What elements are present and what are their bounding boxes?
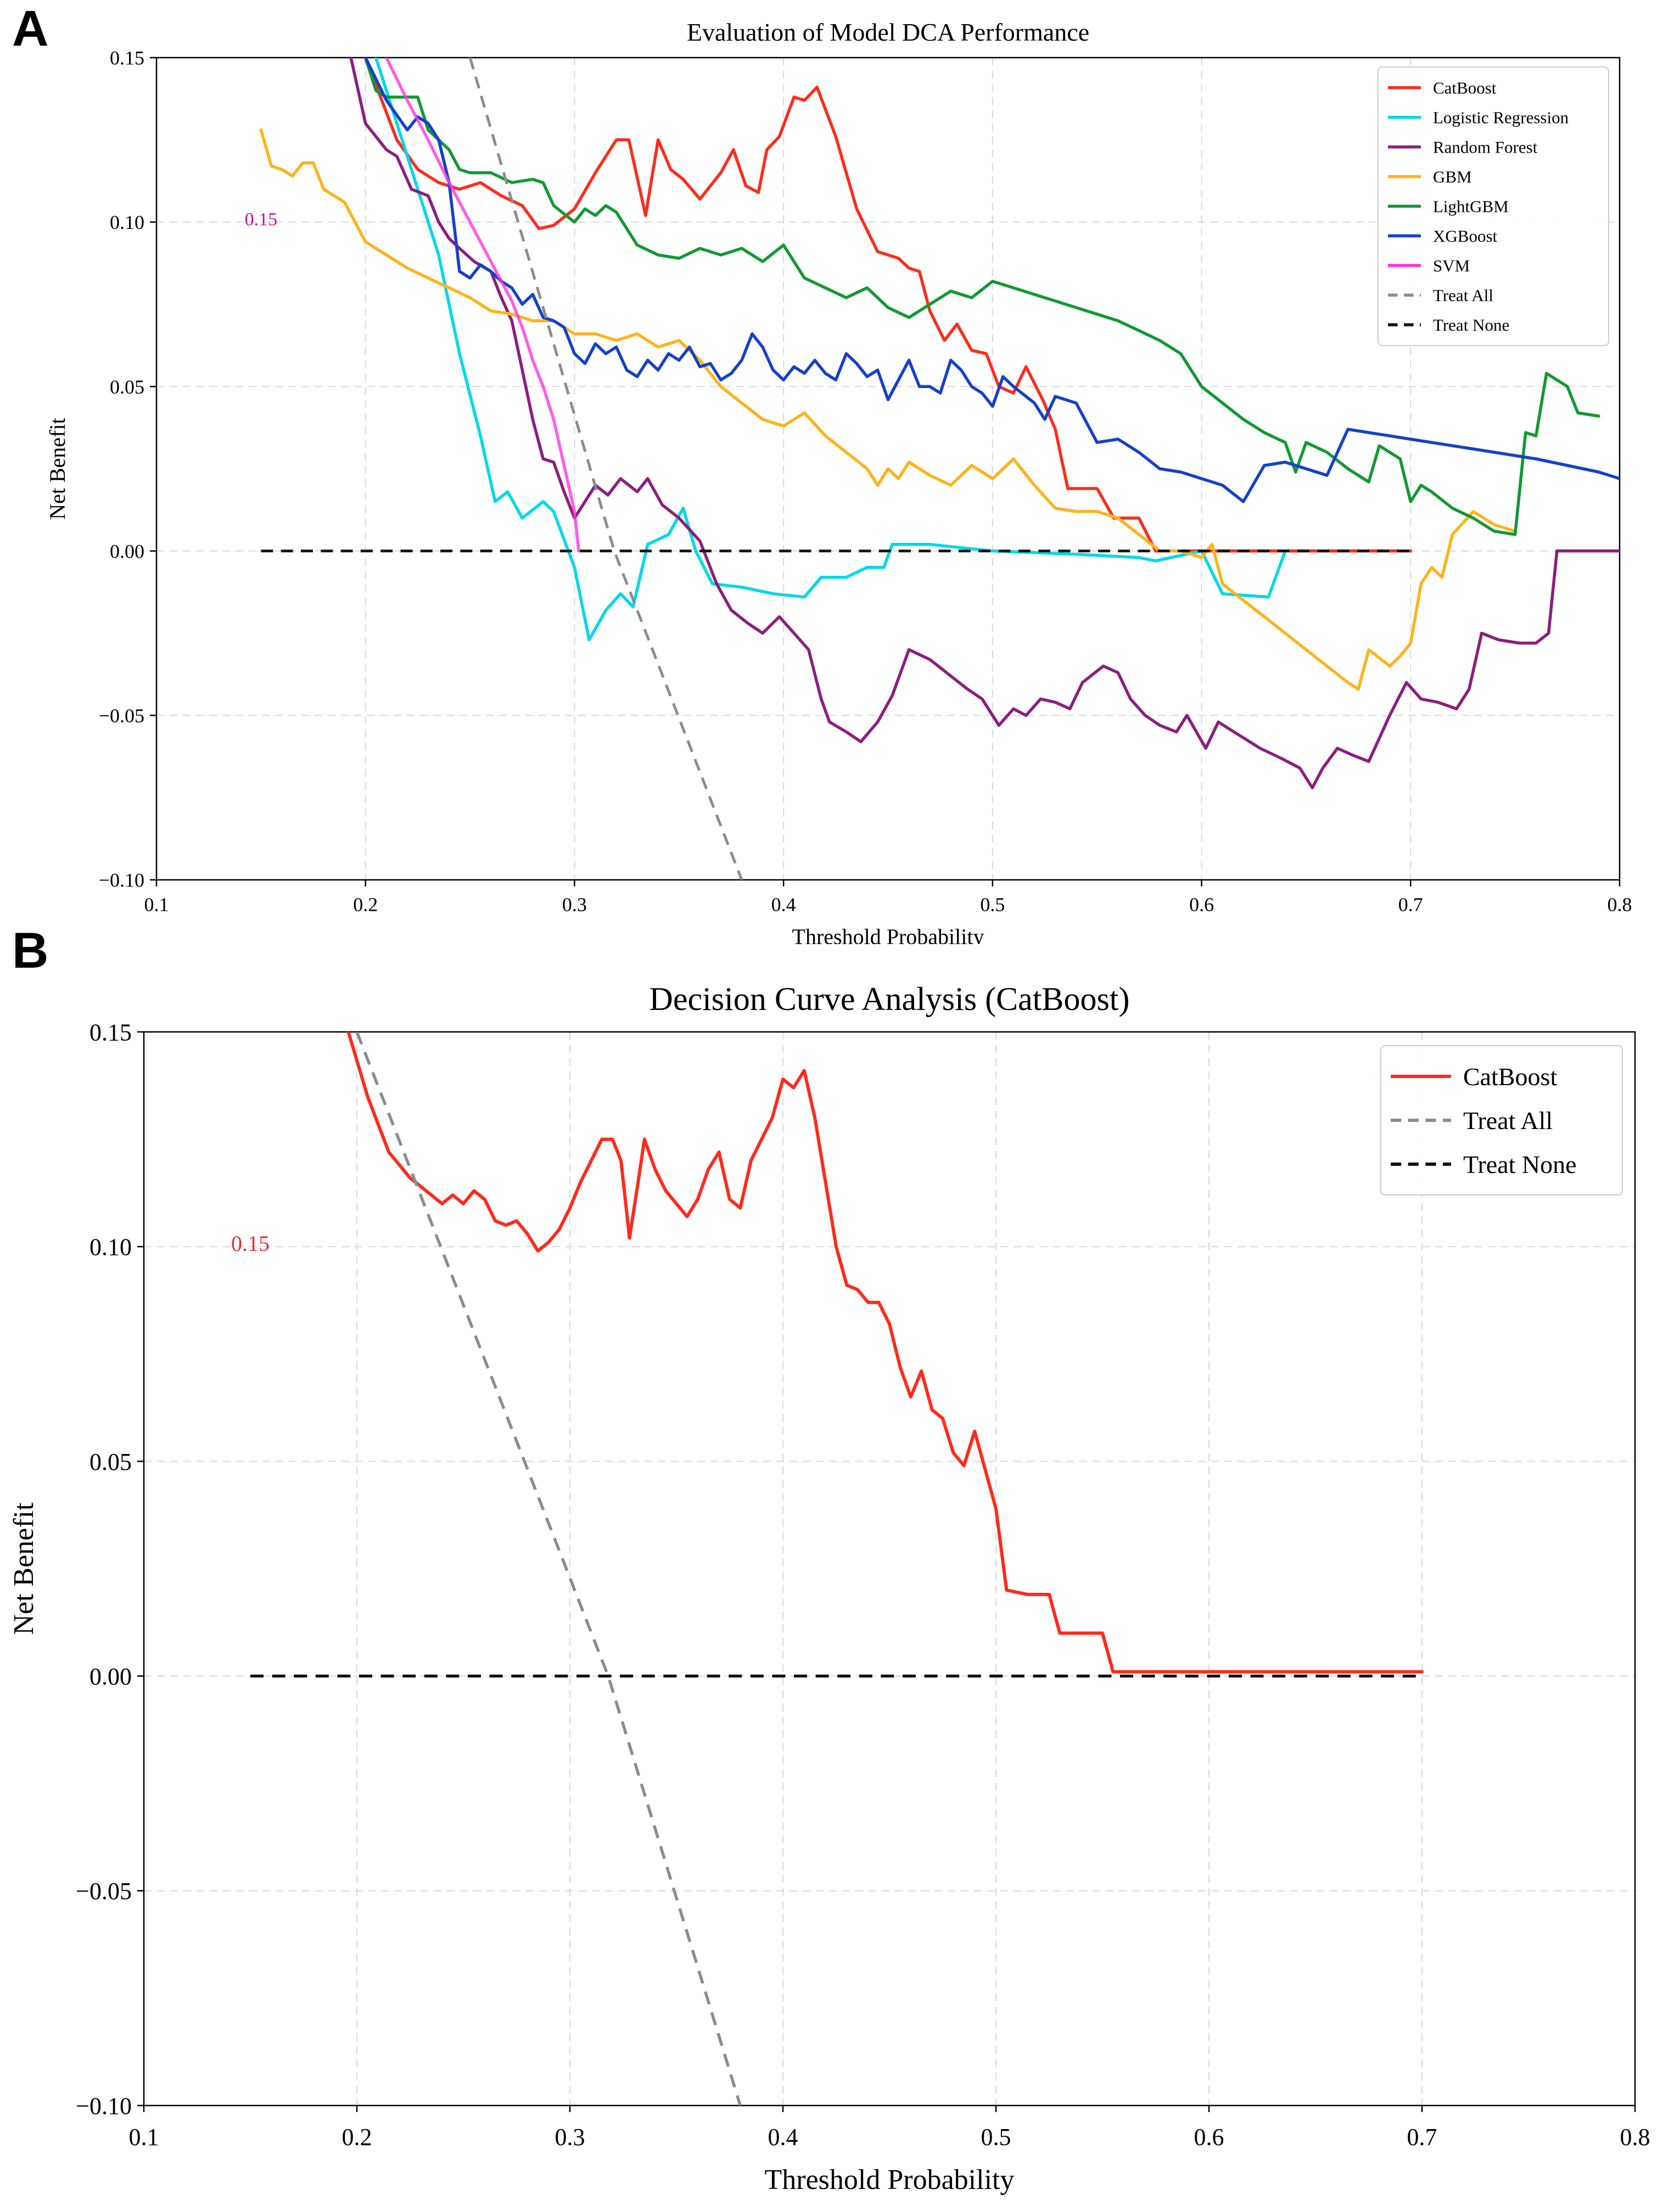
x-tick-label: 0.1: [144, 894, 169, 916]
plot-frame-a: [155, 57, 1621, 881]
y-tick-label: 0.15: [110, 47, 144, 69]
series-line-xgboost: [363, 58, 1620, 503]
y-tick-label: 0.05: [89, 1449, 132, 1475]
legend-label-logistic_regression: Logistic Regression: [1433, 108, 1569, 127]
legend-label-catboost: CatBoost: [1463, 1063, 1557, 1091]
series-line-logistic_regression: [374, 58, 1287, 642]
panel-a-letter: A: [12, 1, 49, 57]
y-tick-label: 0.00: [89, 1663, 132, 1690]
x-tick-label: 0.5: [981, 2124, 1011, 2151]
y-tick-label: −0.05: [76, 1878, 132, 1905]
legend-label-treat_all: Treat All: [1433, 286, 1493, 305]
legend-box: [1378, 66, 1609, 346]
chart-a: 0.1 0.2 0.3 0.4 0.5 0.6 0.7 0.8 −0.10 −0.05 0.00 0.…: [45, 18, 1632, 944]
x-tick-label: 0.8: [1620, 2124, 1650, 2151]
y-axis-label-b: Net Benefit: [8, 1502, 40, 1635]
x-tick-label: 0.8: [1608, 894, 1632, 916]
chart-title-a: Evaluation of Model DCA Performance: [687, 18, 1089, 46]
series-line-treat_all: [355, 1032, 742, 2106]
x-axis-label-a: Threshold Probability: [792, 924, 984, 944]
x-tick-label: 0.2: [342, 2124, 372, 2151]
y-tick-label: 0.15: [89, 1019, 132, 1046]
y-tick-label: 0.10: [110, 211, 144, 233]
series-line-svm: [385, 58, 580, 553]
x-tick-label: 0.3: [562, 894, 587, 916]
plot-frame-b: [143, 1031, 1636, 2107]
x-tick-label: 0.4: [768, 2124, 798, 2151]
y-tick-label: 0.00: [110, 540, 144, 562]
legend-label-xgboost: XGBoost: [1433, 227, 1498, 246]
legend-b: CatBoost Treat All Treat None: [1380, 1045, 1623, 1195]
legend-label-gbm: GBM: [1433, 167, 1472, 187]
x-tick-label: 0.5: [980, 894, 1005, 916]
ticks-a: 0.1 0.2 0.3 0.4 0.5 0.6 0.7 0.8 −0.10 −0.05 0.00 0.…: [99, 47, 1632, 916]
y-tick-label: −0.10: [76, 2092, 132, 2119]
legend-a: CatBoost Logistic Regression Random Forest…: [1378, 66, 1609, 346]
annotation-b: 0.15: [231, 1231, 270, 1256]
legend-label-catboost: CatBoost: [1433, 78, 1497, 98]
series-line-treat_all: [468, 58, 743, 880]
series-line-lightgbm: [363, 58, 1600, 536]
legend-label-svm: SVM: [1433, 256, 1470, 276]
series-group-b: [250, 1032, 1424, 2106]
series-line-random_forest: [349, 58, 1620, 789]
x-tick-label: 0.2: [353, 894, 378, 916]
legend-label-treat_all: Treat All: [1463, 1107, 1553, 1135]
x-tick-label: 0.4: [771, 894, 796, 916]
legend-box: [1380, 1045, 1623, 1195]
x-tick-label: 0.6: [1189, 894, 1214, 916]
annotation-a: 0.15: [245, 210, 278, 230]
x-axis-label-b: Threshold Probability: [765, 2164, 1015, 2196]
x-tick-label: 0.3: [555, 2124, 585, 2151]
legend-label-random_forest: Random Forest: [1433, 138, 1538, 157]
series-line-catboost: [363, 58, 1413, 553]
chart-b: 0.1 0.2 0.3 0.4 0.5 0.6 0.7 0.8 −0.10 −0.05 0.00 0.…: [8, 981, 1650, 2196]
ticks-b: 0.1 0.2 0.3 0.4 0.5 0.6 0.7 0.8 −0.10 −0.05 0.00 0.…: [76, 1019, 1650, 2151]
series-line-gbm: [259, 128, 1517, 691]
panel-b-letter: B: [12, 923, 49, 979]
x-tick-label: 0.1: [129, 2124, 159, 2151]
legend-label-lightgbm: LightGBM: [1433, 197, 1509, 216]
y-tick-label: 0.10: [89, 1234, 132, 1261]
x-tick-label: 0.7: [1407, 2124, 1437, 2151]
y-tick-label: −0.05: [99, 705, 144, 727]
series-group-a: [259, 58, 1620, 880]
y-axis-label-a: Net Benefit: [45, 418, 70, 520]
x-tick-label: 0.7: [1398, 894, 1423, 916]
y-tick-label: −0.10: [99, 869, 144, 891]
chart-title-b: Decision Curve Analysis (CatBoost): [649, 981, 1130, 1017]
legend-label-treat_none: Treat None: [1433, 316, 1509, 335]
x-tick-label: 0.6: [1194, 2124, 1224, 2151]
y-tick-label: 0.05: [110, 376, 144, 398]
legend-label-treat_none: Treat None: [1463, 1150, 1577, 1178]
series-line-catboost: [346, 1032, 1424, 1674]
